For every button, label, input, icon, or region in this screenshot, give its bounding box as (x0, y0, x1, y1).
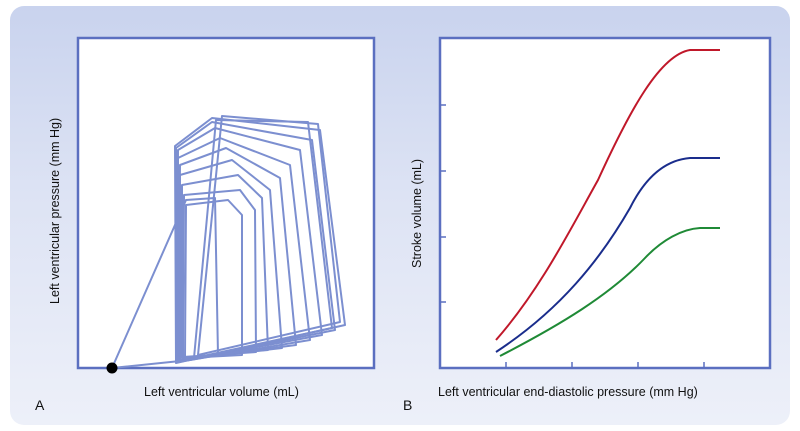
panel-b-plot (438, 36, 772, 370)
pv-loop (184, 199, 243, 359)
panel-a-plot (76, 36, 376, 374)
pv-loop (179, 159, 283, 361)
pv-loop (174, 117, 346, 364)
pv-loop (193, 119, 333, 359)
panel-b-ylabel: Stroke volume (mL) (410, 158, 424, 268)
panel-a-frame (76, 36, 376, 370)
pv-loop (176, 127, 323, 363)
panel-a-letter: A (35, 397, 45, 413)
panel-a-ylabel: Left ventricular pressure (mm Hg) (48, 117, 62, 304)
curve-bottom (499, 227, 720, 357)
origin-dot (106, 362, 118, 374)
pv-loops (111, 115, 346, 369)
curve-middle (495, 157, 720, 353)
panel-b-letter: B (403, 397, 413, 413)
pv-loop (181, 174, 269, 359)
pv-loop (197, 115, 341, 356)
panel-b-ticks (440, 104, 705, 368)
pv-loop (182, 189, 257, 358)
panel-b-frame (438, 36, 772, 370)
panel-b-xlabel: Left ventricular end-diastolic pressure … (438, 385, 698, 399)
panel-a-xlabel: Left ventricular volume (mL) (144, 385, 299, 399)
curve-top (495, 49, 720, 341)
